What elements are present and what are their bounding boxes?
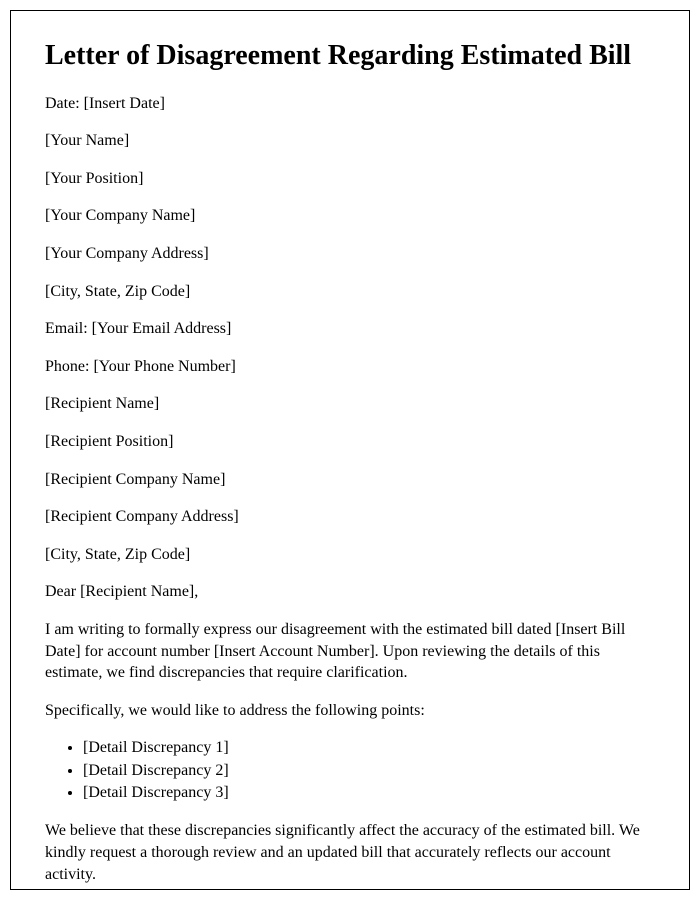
sender-citystatezip: [City, State, Zip Code]	[45, 281, 655, 303]
salutation: Dear [Recipient Name],	[45, 581, 655, 603]
body-paragraph-2: Specifically, we would like to address t…	[45, 700, 655, 722]
recipient-position: [Recipient Position]	[45, 431, 655, 453]
recipient-company: [Recipient Company Name]	[45, 469, 655, 491]
date-line: Date: [Insert Date]	[45, 93, 655, 115]
letter-page: Letter of Disagreement Regarding Estimat…	[10, 10, 690, 890]
sender-position: [Your Position]	[45, 168, 655, 190]
discrepancy-item: [Detail Discrepancy 2]	[83, 760, 655, 782]
sender-company: [Your Company Name]	[45, 205, 655, 227]
discrepancy-item: [Detail Discrepancy 1]	[83, 737, 655, 759]
discrepancy-list: [Detail Discrepancy 1] [Detail Discrepan…	[45, 737, 655, 804]
sender-email: Email: [Your Email Address]	[45, 318, 655, 340]
sender-address: [Your Company Address]	[45, 243, 655, 265]
recipient-name: [Recipient Name]	[45, 393, 655, 415]
discrepancy-item: [Detail Discrepancy 3]	[83, 782, 655, 804]
letter-title: Letter of Disagreement Regarding Estimat…	[45, 39, 655, 73]
body-paragraph-1: I am writing to formally express our dis…	[45, 619, 655, 684]
sender-name: [Your Name]	[45, 130, 655, 152]
sender-phone: Phone: [Your Phone Number]	[45, 356, 655, 378]
body-paragraph-3: We believe that these discrepancies sign…	[45, 820, 655, 885]
recipient-address: [Recipient Company Address]	[45, 506, 655, 528]
recipient-citystatezip: [City, State, Zip Code]	[45, 544, 655, 566]
